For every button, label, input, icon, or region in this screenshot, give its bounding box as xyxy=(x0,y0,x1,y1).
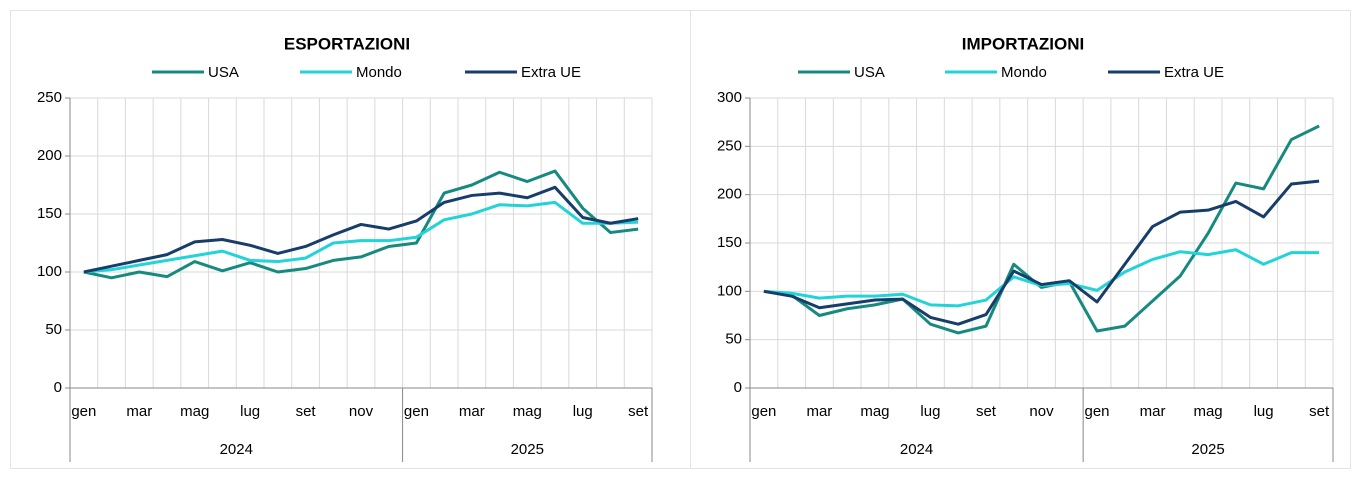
x-tick-label: mag xyxy=(513,403,542,420)
y-tick-label: 150 xyxy=(717,234,742,251)
y-tick-label: 200 xyxy=(37,147,62,164)
y-tick-label: 0 xyxy=(54,379,62,396)
frame xyxy=(10,10,1351,469)
series-line xyxy=(83,200,639,274)
x-tick-label: set xyxy=(296,403,317,420)
x-tick-label: mar xyxy=(1140,403,1166,420)
x-tick-label: lug xyxy=(920,403,940,420)
y-tick-label: 200 xyxy=(717,186,742,203)
x-tick-label: mar xyxy=(126,403,152,420)
x-tick-label: nov xyxy=(349,403,374,420)
y-tick-label: 250 xyxy=(717,137,742,154)
x-tick-label: mar xyxy=(459,403,485,420)
legend-label: Extra UE xyxy=(521,64,581,81)
x-tick-label: lug xyxy=(573,403,593,420)
series-line xyxy=(763,179,1320,326)
chart-title: ESPORTAZIONI xyxy=(284,34,410,53)
series-line xyxy=(83,169,639,280)
x-tick-label: mag xyxy=(180,403,209,420)
x-tick-label: gen xyxy=(751,403,776,420)
series-line xyxy=(763,124,1320,335)
x-tick-label: mar xyxy=(806,403,832,420)
x-tick-label: set xyxy=(1309,403,1330,420)
year-label: 2024 xyxy=(220,441,253,458)
year-label: 2024 xyxy=(900,441,933,458)
y-tick-label: 50 xyxy=(725,331,742,348)
x-tick-label: mag xyxy=(1193,403,1222,420)
x-tick-label: set xyxy=(628,403,649,420)
legend-label: Mondo xyxy=(1001,64,1047,81)
x-tick-label: gen xyxy=(1085,403,1110,420)
y-tick-label: 0 xyxy=(734,379,742,396)
legend-label: Mondo xyxy=(356,64,402,81)
x-tick-label: set xyxy=(976,403,997,420)
series-line xyxy=(763,248,1320,308)
x-tick-label: lug xyxy=(1254,403,1274,420)
x-tick-label: lug xyxy=(240,403,260,420)
legend-label: Extra UE xyxy=(1164,64,1224,81)
x-tick-label: gen xyxy=(71,403,96,420)
y-tick-label: 150 xyxy=(37,205,62,222)
y-tick-label: 100 xyxy=(717,282,742,299)
legend-label: USA xyxy=(854,64,885,81)
y-tick-label: 50 xyxy=(45,321,62,338)
y-tick-label: 100 xyxy=(37,263,62,280)
year-label: 2025 xyxy=(511,441,544,458)
y-tick-label: 300 xyxy=(717,89,742,106)
x-tick-label: mag xyxy=(860,403,889,420)
x-tick-label: nov xyxy=(1029,403,1054,420)
series-line xyxy=(83,185,639,274)
year-label: 2025 xyxy=(1191,441,1224,458)
y-tick-label: 250 xyxy=(37,89,62,106)
chart-title: IMPORTAZIONI xyxy=(962,34,1084,53)
x-tick-label: gen xyxy=(404,403,429,420)
legend-label: USA xyxy=(208,64,239,81)
